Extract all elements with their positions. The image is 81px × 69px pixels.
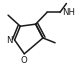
Text: N: N — [6, 36, 12, 45]
Text: O: O — [21, 56, 28, 65]
Text: NH: NH — [62, 8, 75, 17]
